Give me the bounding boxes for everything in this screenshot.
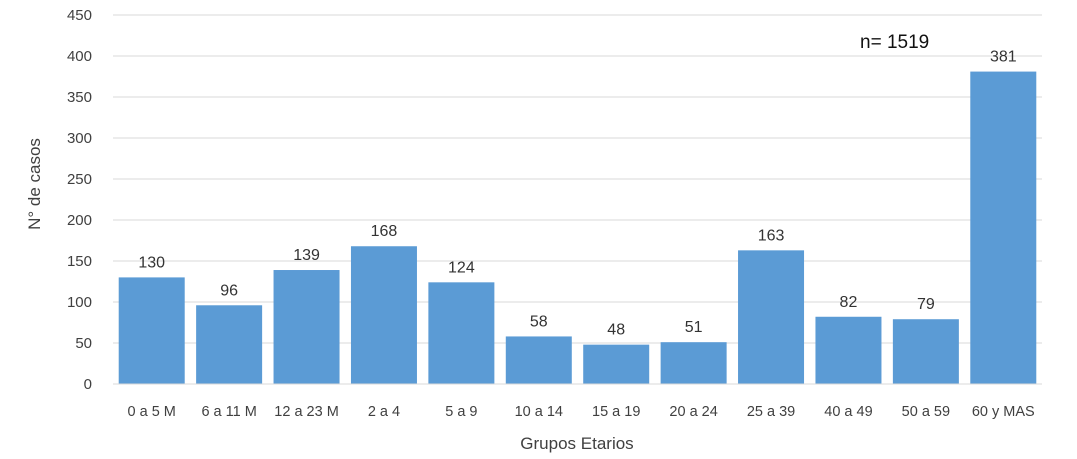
bar xyxy=(118,277,185,384)
data-label: 139 xyxy=(293,247,320,264)
bar xyxy=(970,71,1037,384)
data-label: 51 xyxy=(685,319,703,336)
x-tick-label: 20 a 24 xyxy=(669,404,717,420)
y-tick-label: 450 xyxy=(67,7,92,24)
y-tick-label: 200 xyxy=(67,212,92,229)
sample-size-annotation: n= 1519 xyxy=(860,32,929,53)
y-tick-label: 150 xyxy=(67,253,92,270)
bar xyxy=(196,305,263,384)
bar xyxy=(273,270,340,384)
y-axis-ticks: 0 50 100 150 200 250 300 350 400 450 xyxy=(67,7,92,393)
y-tick-label: 50 xyxy=(75,335,92,352)
bar xyxy=(428,282,495,384)
data-label: 168 xyxy=(371,223,398,240)
x-tick-label: 40 a 49 xyxy=(824,404,872,420)
x-tick-label: 25 a 39 xyxy=(747,404,795,420)
x-tick-label: 50 a 59 xyxy=(902,404,950,420)
data-label: 48 xyxy=(607,322,625,339)
x-tick-label: 5 a 9 xyxy=(445,404,477,420)
x-tick-label: 12 a 23 M xyxy=(274,404,339,420)
y-axis-title: N° de casos xyxy=(25,138,44,230)
data-label: 130 xyxy=(138,254,165,271)
bar xyxy=(660,342,727,384)
data-label: 79 xyxy=(917,296,935,313)
bar xyxy=(815,316,882,384)
bars xyxy=(118,71,1037,384)
x-axis-title: Grupos Etarios xyxy=(520,434,633,453)
data-label: 124 xyxy=(448,259,475,276)
data-label: 58 xyxy=(530,313,548,330)
data-label: 82 xyxy=(840,294,858,311)
bar xyxy=(505,336,572,384)
gridlines xyxy=(113,14,1042,344)
x-tick-label: 60 y MAS xyxy=(972,404,1035,420)
bar xyxy=(350,246,417,384)
y-tick-label: 350 xyxy=(67,89,92,106)
y-tick-label: 0 xyxy=(84,376,92,393)
x-tick-label: 0 a 5 M xyxy=(128,404,176,420)
bar xyxy=(892,319,959,384)
x-axis-ticks: 0 a 5 M 6 a 11 M 12 a 23 M 2 a 4 5 a 9 10 a 1… xyxy=(128,404,1035,420)
bar xyxy=(583,344,650,384)
y-tick-label: 100 xyxy=(67,294,92,311)
y-tick-label: 400 xyxy=(67,48,92,65)
y-tick-label: 300 xyxy=(67,130,92,147)
bar xyxy=(738,250,805,384)
data-label: 96 xyxy=(220,282,238,299)
data-label: 163 xyxy=(758,227,785,244)
x-tick-label: 6 a 11 M xyxy=(201,404,256,420)
data-label: 381 xyxy=(990,49,1017,66)
x-tick-label: 2 a 4 xyxy=(368,404,400,420)
x-tick-label: 10 a 14 xyxy=(515,404,563,420)
data-labels: 130 96 139 168 124 58 48 51 163 82 79 381 xyxy=(138,49,1016,339)
x-tick-label: 15 a 19 xyxy=(592,404,640,420)
y-tick-label: 250 xyxy=(67,171,92,188)
